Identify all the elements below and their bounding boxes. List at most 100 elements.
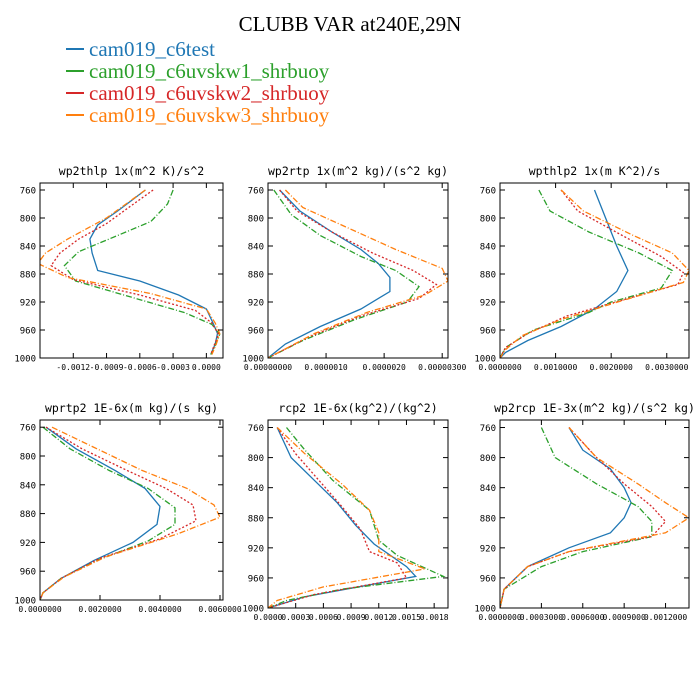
y-tick-label: 1000 — [14, 355, 36, 365]
y-tick-label: 960 — [20, 568, 36, 578]
y-tick-label: 760 — [20, 187, 36, 197]
x-tick-label: 0.0003000 — [520, 613, 564, 622]
y-tick-label: 800 — [248, 454, 264, 464]
chart-panel: wp2rtp 1x(m^2 kg)/(s^2 kg) 760 800 840 880 92… — [242, 164, 466, 372]
x-tick-label: 0.0000 — [254, 613, 283, 622]
series-group — [500, 189, 689, 358]
series-line — [500, 427, 689, 608]
chart-panel: wp2rcp 1E-3x(m^2 kg)/(s^2 kg) 760 800 840 88… — [474, 401, 695, 622]
series-line — [500, 427, 667, 608]
series-line — [500, 427, 653, 608]
series-line — [40, 426, 176, 600]
series-line — [40, 426, 161, 600]
y-tick-label: 1000 — [242, 355, 264, 365]
y-tick-label: 880 — [20, 510, 36, 520]
y-tick-label: 840 — [480, 243, 496, 253]
legend-swatch — [66, 70, 84, 72]
series-line — [63, 189, 221, 355]
legend-label: cam019_c6uvskw1_shrbuoy — [89, 59, 330, 83]
y-tick-label: 960 — [20, 327, 36, 337]
y-tick-label: 1000 — [14, 597, 36, 607]
legend-label: cam019_c6test — [89, 37, 215, 61]
x-tick-label: 0.0018 — [420, 613, 449, 622]
series-line — [500, 427, 632, 608]
y-tick-label: 920 — [20, 539, 36, 549]
series-group — [500, 427, 689, 608]
series-line — [500, 189, 685, 358]
x-tick-label: -0.0006 — [123, 363, 157, 372]
y-tick-label: 800 — [480, 454, 496, 464]
y-tick-label: 880 — [20, 271, 36, 281]
series-line — [268, 427, 417, 608]
x-tick-label: 0.0000000 — [18, 605, 62, 614]
legend-label: cam019_c6uvskw3_shrbuoy — [89, 103, 330, 127]
x-tick-label: 0.0000020 — [362, 363, 406, 372]
series-line — [500, 189, 674, 358]
x-tick-label: -0.0012 — [56, 363, 90, 372]
page-title: CLUBB VAR at240E,29N — [238, 12, 462, 36]
legend-item: cam019_c6uvskw3_shrbuoy — [66, 104, 329, 126]
y-tick-label: 840 — [480, 484, 496, 494]
y-tick-label: 960 — [248, 327, 264, 337]
plot-frame — [267, 182, 449, 359]
series-group — [40, 426, 221, 600]
y-tick-label: 760 — [248, 424, 264, 434]
legend-swatch — [66, 114, 84, 116]
series-group — [40, 189, 221, 355]
plot-frame — [39, 419, 224, 601]
y-tick-label: 760 — [20, 424, 36, 434]
x-tick-label: 0.0009 — [337, 613, 366, 622]
x-tick-label: 0.0000010 — [304, 363, 348, 372]
series-group — [268, 189, 448, 358]
y-tick-label: 800 — [480, 215, 496, 225]
chart-panel: wp2thlp 1x(m^2 K)/s^2 760 800 840 880 920 960 1… — [14, 164, 224, 372]
x-tick-label: 0.0020000 — [589, 363, 633, 372]
x-tick-label: 0.0020000 — [78, 605, 122, 614]
series-line — [268, 427, 428, 608]
y-tick-label: 920 — [248, 299, 264, 309]
x-tick-label: 0.0030000 — [645, 363, 689, 372]
x-tick-label: 0.0012 — [364, 613, 393, 622]
y-tick-label: 1000 — [474, 355, 496, 365]
y-tick-label: 840 — [20, 481, 36, 491]
chart-title: wprtp2 1E-6x(m kg)/(s kg) — [45, 401, 218, 415]
x-tick-label: 0.0000000 — [478, 363, 522, 372]
x-tick-label: 0.0040000 — [138, 605, 182, 614]
chart-panel: wprtp2 1E-6x(m kg)/(s kg) 760 800 840 880 920… — [14, 401, 242, 614]
y-tick-label: 840 — [20, 243, 36, 253]
plot-frame — [267, 419, 449, 609]
y-tick-label: 920 — [480, 299, 496, 309]
series-line — [268, 189, 438, 358]
x-tick-label: 0.0015 — [392, 613, 421, 622]
x-tick-label: -0.0009 — [90, 363, 124, 372]
x-tick-label: 0.0006000 — [561, 613, 605, 622]
series-line — [268, 427, 408, 608]
legend-item: cam019_c6test — [66, 38, 329, 60]
y-tick-label: 1000 — [474, 605, 496, 615]
y-tick-label: 800 — [20, 453, 36, 463]
legend-item: cam019_c6uvskw2_shrbuoy — [66, 82, 329, 104]
y-tick-label: 800 — [20, 215, 36, 225]
series-line — [40, 426, 197, 600]
x-tick-label: 0.0006 — [309, 613, 338, 622]
plot-frame — [499, 182, 690, 359]
x-tick-label: 0.00000000 — [244, 363, 292, 372]
y-tick-label: 800 — [248, 215, 264, 225]
x-tick-label: 0.0003 — [281, 613, 310, 622]
y-tick-label: 920 — [248, 544, 264, 554]
y-tick-label: 840 — [248, 484, 264, 494]
series-line — [268, 189, 420, 358]
series-line — [40, 426, 221, 600]
y-tick-label: 760 — [480, 187, 496, 197]
legend-swatch — [66, 92, 84, 94]
series-line — [40, 189, 221, 355]
chart-title: wp2rtp 1x(m^2 kg)/(s^2 kg) — [268, 164, 448, 178]
plot-frame — [499, 419, 690, 609]
x-tick-label: -0.0003 — [156, 363, 190, 372]
x-tick-label: 0.0012000 — [644, 613, 688, 622]
x-tick-label: 0.0000000 — [478, 613, 522, 622]
y-tick-label: 960 — [480, 574, 496, 584]
series-line — [268, 189, 448, 358]
y-tick-label: 1000 — [242, 605, 264, 615]
